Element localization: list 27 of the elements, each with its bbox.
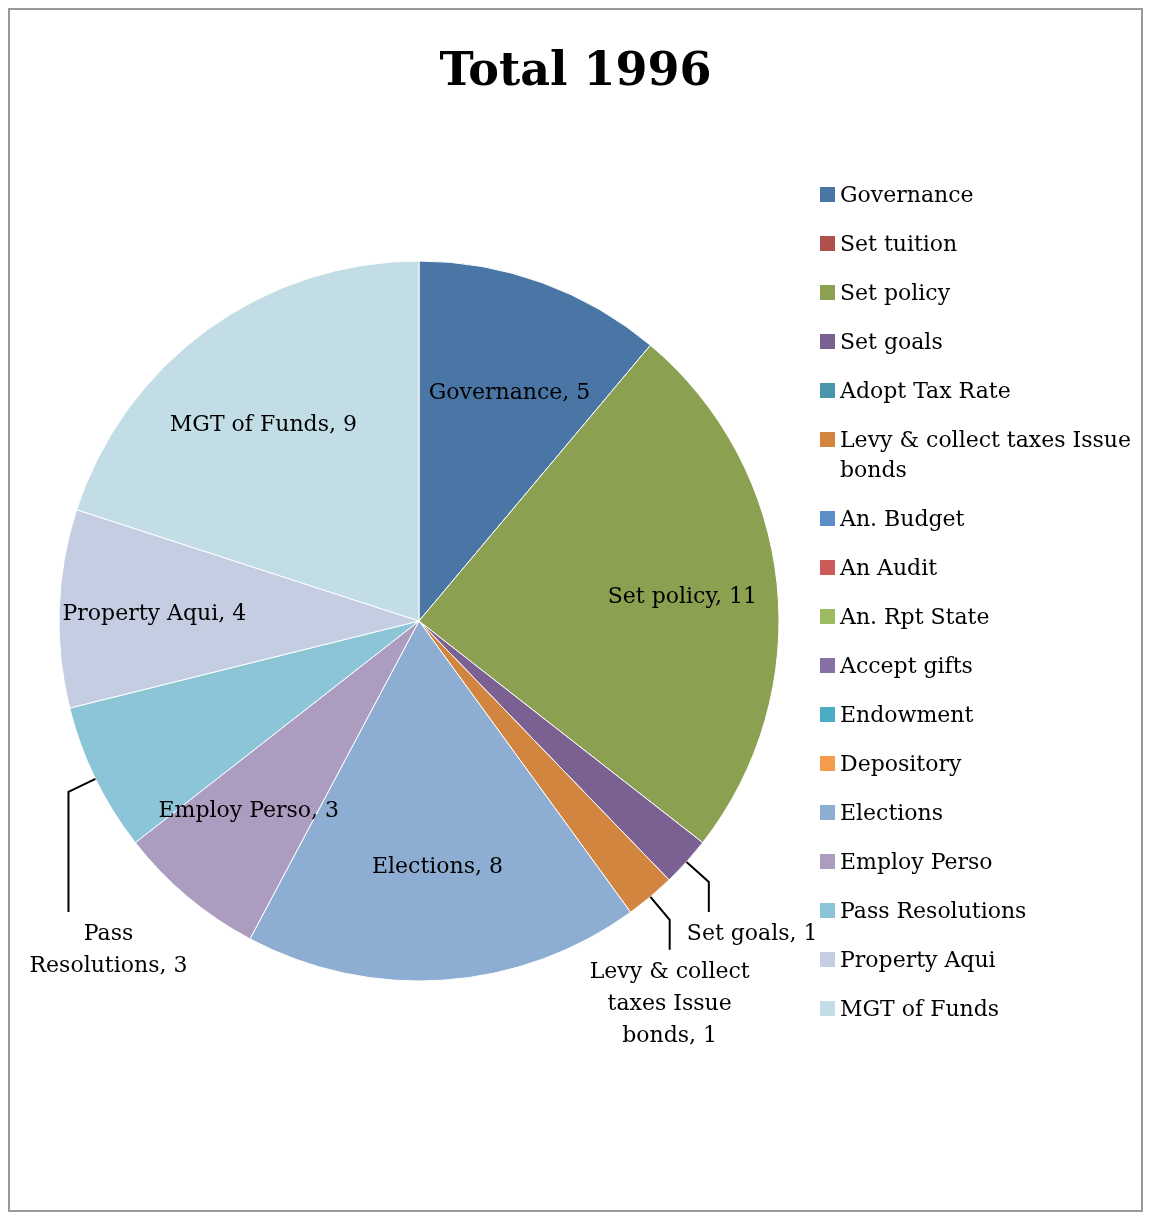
legend-label: An. Rpt State: [840, 603, 990, 631]
legend-label: An Audit: [840, 554, 938, 582]
data-label: Elections, 8: [371, 853, 503, 879]
legend-label: Employ Perso: [840, 848, 993, 876]
legend-label: Set goals: [840, 328, 943, 356]
legend-label: Elections: [840, 799, 944, 827]
legend-label: MGT of Funds: [840, 995, 1000, 1023]
legend-label: Depository: [840, 750, 962, 778]
data-label: Levy & collect taxes Issue bonds, 1: [589, 957, 750, 1047]
legend-label: Pass Resolutions: [840, 897, 1027, 925]
legend-label: Levy & collect taxes Issue bonds: [840, 426, 1132, 484]
data-label: Property Aqui, 4: [62, 600, 247, 626]
legend-label: Property Aqui: [840, 946, 996, 974]
legend-label: Endowment: [840, 701, 974, 729]
data-label: Governance, 5: [428, 378, 591, 404]
legend-label: Accept gifts: [840, 652, 973, 680]
chart-title: Total 1996: [438, 42, 713, 96]
legend-label: Adopt Tax Rate: [840, 377, 1011, 405]
legend-label: Governance: [840, 181, 974, 209]
legend-label: Set tuition: [840, 230, 958, 258]
legend-label: An. Budget: [840, 505, 965, 533]
data-label: Set policy, 11: [607, 583, 757, 609]
data-label: Set goals, 1: [686, 919, 818, 945]
legend-label: Set policy: [840, 279, 951, 307]
data-label: Employ Perso, 3: [158, 796, 340, 822]
data-label: Pass Resolutions, 3: [29, 919, 188, 977]
data-label: MGT of Funds, 9: [169, 410, 357, 436]
